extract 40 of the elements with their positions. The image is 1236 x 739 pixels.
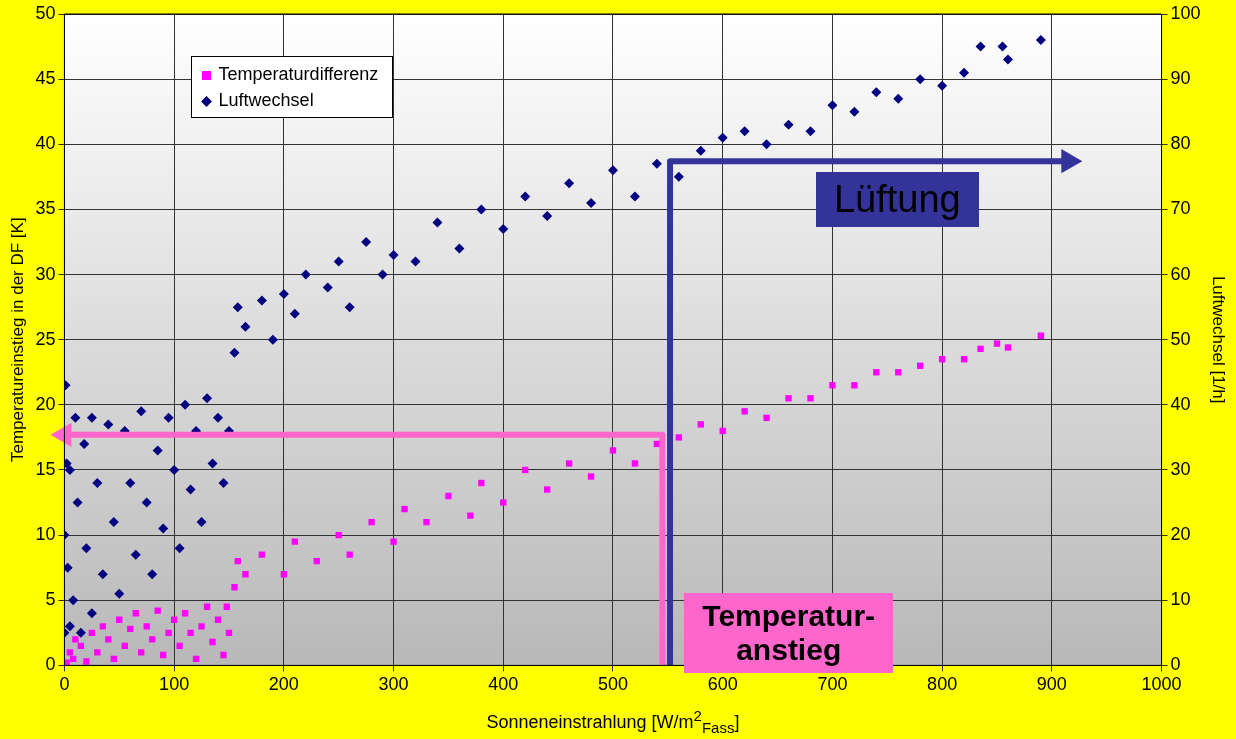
x-tick-label: 200 — [268, 674, 299, 695]
annotation: Temperatur- anstieg — [684, 593, 894, 674]
y2-axis-title: Luftwechsel [1/h] — [1209, 275, 1229, 404]
x-tick-label: 600 — [707, 674, 738, 695]
y2-tick-label: 80 — [1170, 133, 1191, 154]
y-tick-label: 45 — [35, 68, 56, 89]
y-tick-label: 15 — [35, 458, 56, 479]
x-tick-label: 0 — [59, 674, 70, 695]
y2-tick-label: 70 — [1170, 198, 1191, 219]
y-tick-label: 5 — [45, 589, 56, 610]
x-axis-title: Sonneneinstrahlung [W/m$^{2}$$_{Fass}$] — [486, 707, 740, 736]
y2-tick-label: 0 — [1170, 654, 1181, 675]
legend-label: Luftwechsel — [217, 89, 315, 113]
y-tick-label: 0 — [45, 654, 56, 675]
x-tick-label: 900 — [1036, 674, 1067, 695]
x-tick-label: 400 — [488, 674, 519, 695]
y2-tick-label: 10 — [1170, 589, 1191, 610]
y2-tick-label: 90 — [1170, 68, 1191, 89]
x-tick-label: 500 — [597, 674, 629, 695]
y-axis-title: Temperatureinstieg in der DF [K] — [7, 217, 27, 463]
x-tick-label: 800 — [927, 674, 958, 695]
y-tick-label: 20 — [35, 393, 56, 414]
y-tick-label: 40 — [35, 133, 56, 154]
y-tick-label: 35 — [35, 198, 56, 219]
y2-tick-label: 30 — [1170, 458, 1191, 479]
y2-tick-label: 20 — [1170, 524, 1191, 545]
y-tick-label: 10 — [35, 524, 56, 545]
y2-tick-label: 60 — [1170, 263, 1191, 284]
annotation: Lüftung — [815, 172, 979, 228]
x-tick-label: 1000 — [1141, 674, 1182, 695]
x-tick-label: 700 — [817, 674, 848, 695]
y2-tick-label: 100 — [1170, 2, 1201, 23]
y-tick-label: 25 — [35, 328, 56, 349]
y2-tick-label: 40 — [1170, 393, 1191, 414]
y2-tick-label: 50 — [1170, 328, 1191, 349]
x-tick-label: 100 — [159, 674, 190, 695]
x-tick-label: 300 — [378, 674, 409, 695]
y-tick-label: 50 — [35, 2, 56, 23]
legend-label: Temperaturdifferenz — [217, 63, 379, 87]
y-tick-label: 30 — [35, 263, 56, 284]
